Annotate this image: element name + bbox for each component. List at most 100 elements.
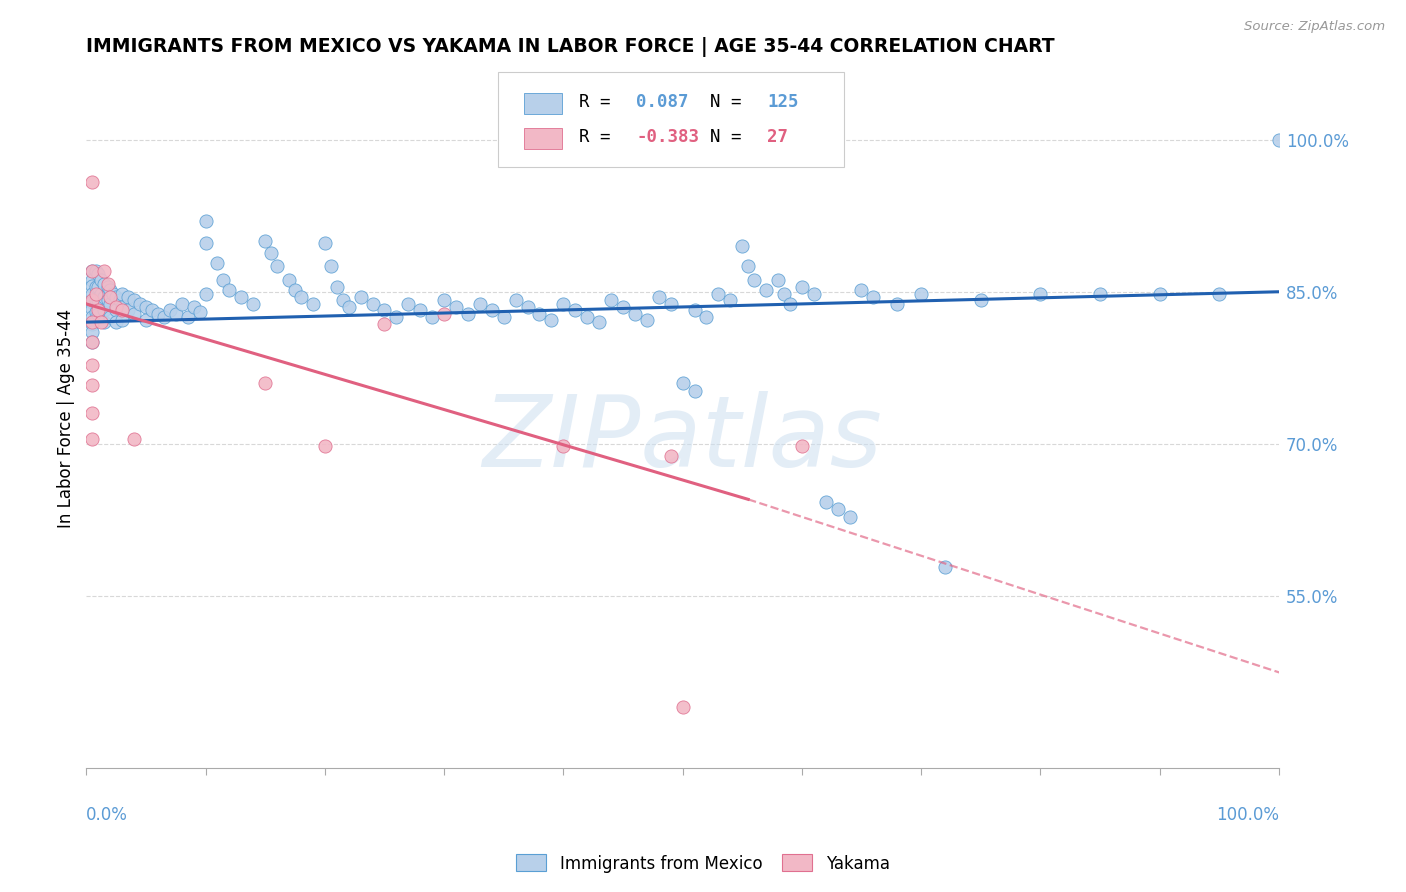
Text: ZIPatlas: ZIPatlas — [482, 391, 883, 488]
Point — [231, 290, 253, 304]
Point — [1208, 286, 1230, 301]
Point — [82, 264, 104, 278]
Point — [790, 279, 813, 293]
Point — [97, 293, 120, 307]
Point — [576, 310, 599, 324]
Point — [790, 439, 813, 453]
Point — [851, 283, 873, 297]
Point — [254, 234, 277, 248]
Text: 27: 27 — [768, 128, 789, 145]
Text: 0.087: 0.087 — [636, 93, 689, 111]
Point — [117, 290, 139, 304]
Text: R =: R = — [579, 93, 610, 111]
Point — [87, 293, 110, 307]
Point — [266, 260, 288, 274]
Text: R =: R = — [579, 128, 610, 145]
Point — [82, 286, 104, 301]
Point — [564, 303, 586, 318]
Point — [773, 286, 796, 301]
Point — [284, 283, 307, 297]
Point — [420, 310, 443, 324]
Point — [766, 272, 789, 286]
Point — [314, 439, 336, 453]
Point — [188, 305, 211, 319]
Point — [481, 303, 503, 318]
Point — [803, 286, 825, 301]
Point — [457, 307, 479, 321]
Point — [105, 315, 128, 329]
Point — [218, 283, 240, 297]
Point — [98, 310, 121, 324]
Point — [718, 293, 741, 307]
Point — [409, 303, 432, 318]
Point — [600, 293, 623, 307]
Point — [1088, 286, 1111, 301]
Point — [624, 307, 647, 321]
Point — [1029, 286, 1052, 301]
Point — [337, 300, 360, 314]
Point — [314, 236, 336, 251]
Point — [111, 313, 134, 327]
Point — [659, 449, 682, 463]
Point — [742, 272, 765, 286]
Point — [90, 315, 112, 329]
Text: -0.383: -0.383 — [636, 128, 699, 145]
Point — [319, 260, 342, 274]
Point — [862, 290, 884, 304]
Point — [659, 297, 682, 311]
Point — [827, 502, 849, 516]
Point — [129, 297, 152, 311]
Point — [82, 310, 104, 324]
Point — [90, 272, 112, 286]
Point — [87, 303, 110, 318]
Point — [636, 313, 658, 327]
Point — [84, 264, 107, 278]
Point — [153, 310, 176, 324]
Point — [194, 214, 217, 228]
Point — [731, 239, 754, 253]
Point — [82, 358, 104, 372]
Point — [98, 290, 121, 304]
Point — [111, 300, 134, 314]
Point — [1149, 286, 1171, 301]
Point — [93, 315, 115, 329]
Text: N =: N = — [710, 128, 741, 145]
Point — [122, 293, 145, 307]
Text: 125: 125 — [768, 93, 799, 111]
Point — [779, 297, 801, 311]
Text: IMMIGRANTS FROM MEXICO VS YAKAMA IN LABOR FORCE | AGE 35-44 CORRELATION CHART: IMMIGRANTS FROM MEXICO VS YAKAMA IN LABO… — [86, 37, 1054, 57]
Point — [278, 272, 301, 286]
Point — [516, 300, 538, 314]
Point — [170, 297, 193, 311]
Point — [396, 297, 419, 311]
Text: N =: N = — [710, 93, 741, 111]
Point — [82, 301, 104, 316]
FancyBboxPatch shape — [524, 128, 562, 149]
Point — [349, 290, 371, 304]
Point — [97, 279, 120, 293]
Point — [82, 317, 104, 331]
Point — [105, 290, 128, 304]
Point — [117, 303, 139, 318]
FancyBboxPatch shape — [524, 94, 562, 114]
Point — [683, 384, 706, 398]
Point — [707, 286, 730, 301]
Point — [82, 378, 104, 392]
Point — [588, 315, 610, 329]
Point — [540, 313, 562, 327]
Point — [97, 277, 120, 291]
Point — [194, 286, 217, 301]
Point — [648, 290, 671, 304]
Point — [82, 293, 104, 307]
Point — [290, 290, 312, 304]
Point — [93, 264, 115, 278]
Point — [176, 310, 198, 324]
Point — [82, 432, 104, 446]
Point — [122, 432, 145, 446]
Point — [84, 279, 107, 293]
Point — [111, 286, 134, 301]
Point — [194, 236, 217, 251]
Point — [373, 317, 395, 331]
Point — [970, 293, 993, 307]
Point — [108, 293, 131, 307]
